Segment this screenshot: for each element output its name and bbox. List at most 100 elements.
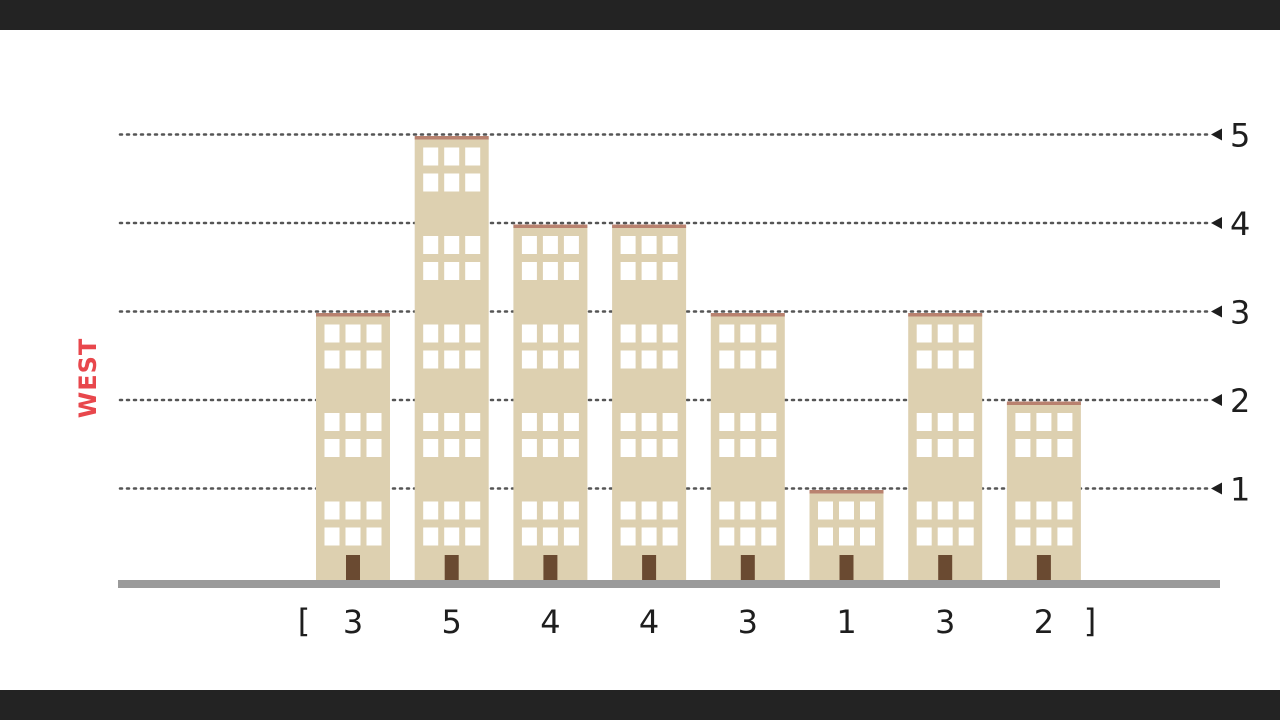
window <box>542 413 558 431</box>
window <box>839 527 854 546</box>
level-pointer-icon <box>1211 305 1222 318</box>
window <box>860 501 875 520</box>
window <box>620 236 636 254</box>
window <box>521 236 537 254</box>
window <box>444 413 460 431</box>
window <box>620 350 636 369</box>
window <box>1015 439 1031 457</box>
window <box>662 350 678 369</box>
window <box>366 324 382 343</box>
window <box>444 439 460 457</box>
window <box>761 324 777 343</box>
window <box>1015 413 1031 431</box>
window <box>958 527 974 546</box>
window <box>324 527 340 546</box>
window <box>423 236 439 254</box>
building-roof <box>710 313 785 317</box>
window <box>345 527 361 546</box>
window <box>818 501 833 520</box>
window <box>444 173 460 192</box>
window <box>958 350 974 369</box>
window <box>719 527 735 546</box>
window <box>937 350 953 369</box>
window <box>662 439 678 457</box>
grid-lines <box>118 128 1222 495</box>
window <box>641 236 657 254</box>
building <box>710 313 785 580</box>
building-door <box>839 555 854 580</box>
building <box>513 224 588 580</box>
building-door <box>740 555 755 580</box>
window <box>662 262 678 280</box>
window <box>916 324 932 343</box>
window <box>719 350 735 369</box>
window <box>465 527 481 546</box>
window <box>444 236 460 254</box>
height-label: 3 <box>738 603 758 641</box>
window <box>521 527 537 546</box>
window <box>563 350 579 369</box>
building-roof <box>612 224 687 228</box>
building-body <box>513 226 588 580</box>
window <box>423 413 439 431</box>
building <box>908 313 983 580</box>
height-label: 4 <box>540 603 560 641</box>
window <box>641 501 657 520</box>
window <box>641 439 657 457</box>
building <box>612 224 687 580</box>
height-label: 4 <box>639 603 659 641</box>
skyline-svg: WEST 1 2 3 4 5 3 5 4 4 3 1 3 2 [ ] <box>74 117 1250 642</box>
window <box>740 439 756 457</box>
window <box>641 527 657 546</box>
building-door <box>543 555 558 580</box>
window <box>465 236 481 254</box>
window <box>1015 501 1031 520</box>
window <box>521 324 537 343</box>
window <box>1036 413 1052 431</box>
building-roof <box>316 313 390 317</box>
height-label: 1 <box>836 603 856 641</box>
window <box>740 350 756 369</box>
window <box>620 413 636 431</box>
window <box>423 350 439 369</box>
window <box>345 501 361 520</box>
window <box>916 527 932 546</box>
window <box>620 527 636 546</box>
window <box>542 439 558 457</box>
window <box>719 413 735 431</box>
level-pointer-icon <box>1211 217 1222 229</box>
building-door <box>938 555 953 580</box>
window <box>662 413 678 431</box>
building-door <box>1036 555 1051 580</box>
window <box>740 413 756 431</box>
window <box>620 501 636 520</box>
window <box>521 262 537 280</box>
window <box>662 236 678 254</box>
window <box>465 350 481 369</box>
buildings <box>316 136 1081 580</box>
window <box>423 262 439 280</box>
window <box>465 501 481 520</box>
window <box>444 324 460 343</box>
window <box>465 147 481 166</box>
window <box>740 527 756 546</box>
window <box>662 324 678 343</box>
building <box>316 313 390 580</box>
window <box>465 324 481 343</box>
window <box>324 350 340 369</box>
window <box>719 439 735 457</box>
window <box>818 527 833 546</box>
window <box>620 439 636 457</box>
window <box>465 262 481 280</box>
building-roof <box>513 224 588 228</box>
window <box>345 413 361 431</box>
window <box>860 527 875 546</box>
window <box>521 501 537 520</box>
window <box>542 324 558 343</box>
window <box>521 413 537 431</box>
window <box>740 501 756 520</box>
window <box>423 439 439 457</box>
window <box>761 439 777 457</box>
window <box>563 236 579 254</box>
level-label-4: 4 <box>1230 205 1250 243</box>
